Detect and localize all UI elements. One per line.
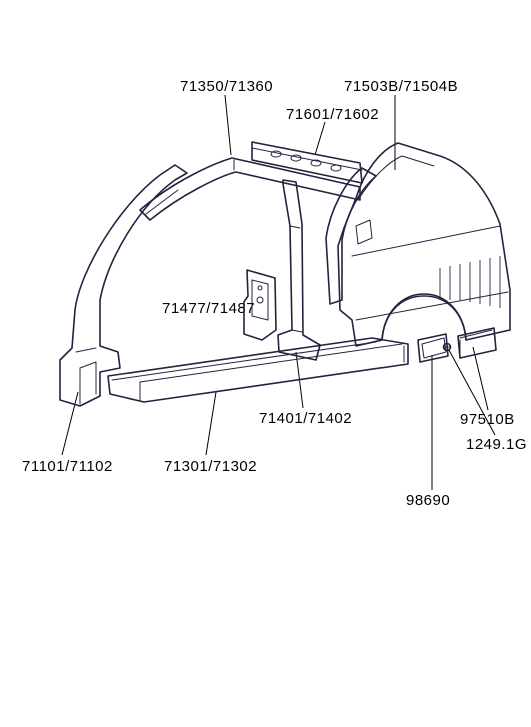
part-roof-rail — [140, 158, 360, 220]
part-roof-brace — [252, 142, 362, 183]
parts-diagram: 71350/71360 71503B/71504B 71601/71602 71… — [0, 0, 531, 727]
exploded-svg — [0, 0, 531, 727]
part-b-pillar-inner — [244, 270, 276, 340]
part-quarter-panel — [338, 143, 510, 346]
part-b-pillar — [278, 180, 320, 360]
part-sill — [108, 338, 408, 402]
part-rear-pillar — [326, 168, 376, 304]
part-a-pillar — [60, 165, 187, 406]
part-tail-cap — [458, 328, 496, 358]
part-screw — [444, 344, 451, 351]
leaders — [62, 95, 495, 490]
